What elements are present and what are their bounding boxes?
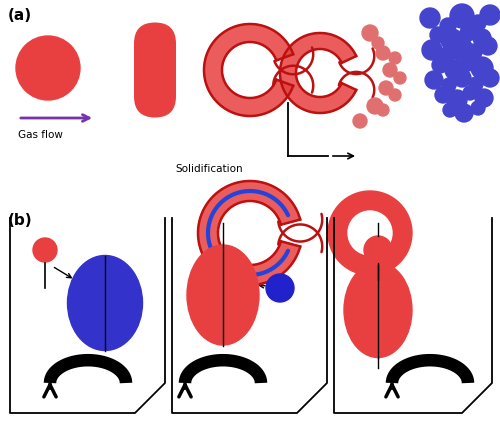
Circle shape (469, 77, 483, 91)
Circle shape (33, 238, 57, 262)
Circle shape (376, 46, 390, 60)
Circle shape (389, 52, 401, 64)
Circle shape (471, 57, 493, 79)
Ellipse shape (344, 262, 412, 357)
Circle shape (450, 4, 474, 28)
Polygon shape (204, 24, 293, 116)
Circle shape (383, 63, 397, 77)
Circle shape (475, 89, 493, 107)
Circle shape (448, 36, 472, 60)
Circle shape (463, 86, 477, 100)
Circle shape (466, 44, 482, 60)
Circle shape (394, 72, 406, 84)
Circle shape (372, 37, 384, 49)
Text: Solidification: Solidification (175, 164, 242, 174)
Circle shape (455, 104, 473, 122)
Circle shape (470, 15, 486, 31)
Circle shape (460, 25, 476, 41)
Text: (a): (a) (8, 8, 32, 23)
Circle shape (379, 81, 393, 95)
Polygon shape (198, 181, 300, 285)
Circle shape (439, 47, 455, 63)
Text: Gas flow: Gas flow (18, 130, 63, 140)
Circle shape (435, 87, 451, 103)
Circle shape (328, 191, 412, 275)
Circle shape (420, 8, 440, 28)
Circle shape (432, 57, 448, 73)
Circle shape (473, 29, 491, 47)
Circle shape (367, 98, 383, 114)
Circle shape (442, 78, 456, 92)
Circle shape (481, 69, 499, 87)
FancyBboxPatch shape (134, 23, 176, 118)
Circle shape (425, 71, 443, 89)
Circle shape (348, 211, 392, 255)
Ellipse shape (187, 245, 259, 345)
Circle shape (377, 104, 389, 116)
Circle shape (362, 25, 378, 41)
Text: (b): (b) (8, 213, 32, 228)
Circle shape (364, 236, 392, 264)
Circle shape (422, 40, 442, 60)
Circle shape (453, 69, 471, 87)
Circle shape (480, 5, 500, 25)
Circle shape (353, 114, 367, 128)
Circle shape (430, 27, 446, 43)
Circle shape (389, 89, 401, 101)
Circle shape (479, 37, 497, 55)
Ellipse shape (68, 256, 142, 351)
Circle shape (447, 90, 467, 110)
Circle shape (441, 29, 463, 51)
Circle shape (460, 55, 476, 71)
Circle shape (471, 101, 485, 115)
Circle shape (440, 18, 456, 34)
Polygon shape (280, 33, 356, 113)
Circle shape (443, 103, 457, 117)
Circle shape (445, 60, 465, 80)
Circle shape (16, 36, 80, 100)
Circle shape (266, 274, 294, 302)
